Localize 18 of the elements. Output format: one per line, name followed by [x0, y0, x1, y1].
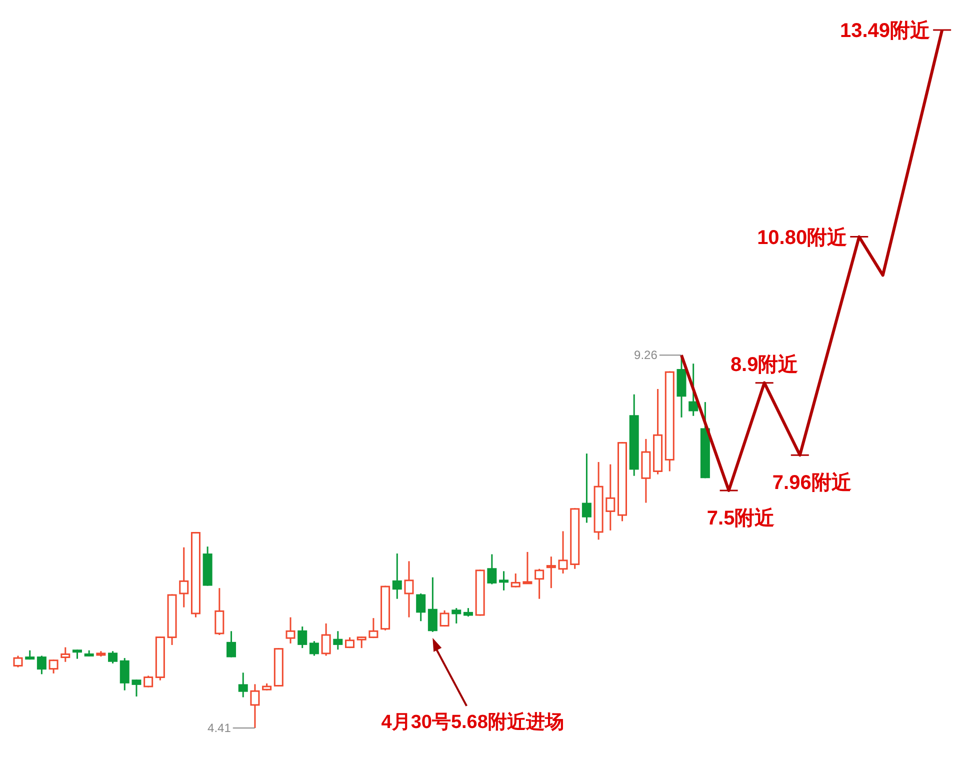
candlestick — [250, 683, 260, 728]
candlestick — [499, 570, 509, 592]
text: 10.80附近 — [757, 226, 848, 249]
annotation: 7.96附近 — [772, 471, 852, 494]
candlestick — [404, 560, 414, 618]
annotation: 4.41 — [208, 721, 232, 735]
candlestick — [594, 461, 604, 540]
candlestick — [546, 556, 556, 589]
candlestick — [606, 464, 616, 532]
text: 13.49附近 — [840, 19, 930, 42]
annotation: 7.5附近 — [706, 506, 775, 530]
candlestick — [629, 394, 639, 477]
candlestick — [392, 552, 402, 600]
candlestick — [641, 438, 651, 504]
annotation: 8.9附近 — [730, 352, 798, 376]
annotation: 4月30号5.68附近进场 — [381, 710, 564, 733]
candlestick — [179, 546, 189, 608]
annotation: 9.26 — [634, 348, 658, 362]
